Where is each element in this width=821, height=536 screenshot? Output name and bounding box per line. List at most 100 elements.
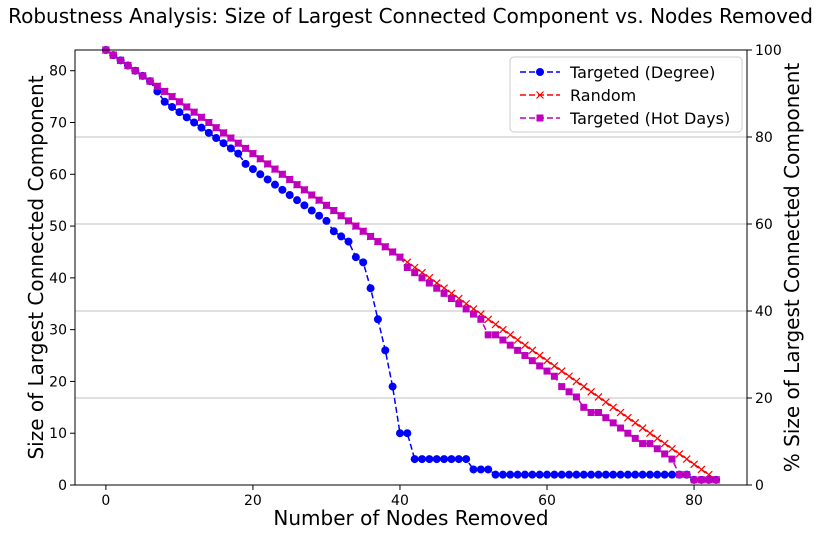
data-point <box>469 465 478 474</box>
data-point <box>315 211 324 220</box>
data-point <box>528 346 537 355</box>
legend-item: Random <box>520 86 636 105</box>
data-point <box>521 341 529 350</box>
data-point <box>307 206 316 215</box>
data-point <box>594 470 603 479</box>
data-point <box>124 62 132 70</box>
data-point <box>668 444 676 453</box>
data-point <box>609 419 617 427</box>
data-point <box>498 470 507 479</box>
data-point <box>565 372 573 381</box>
data-point <box>396 253 404 261</box>
data-point <box>580 403 588 411</box>
data-point <box>190 108 198 116</box>
data-point <box>345 217 353 225</box>
data-point <box>638 470 647 479</box>
data-point <box>374 238 382 246</box>
data-point <box>543 367 551 375</box>
data-point <box>263 175 272 184</box>
data-point <box>271 165 279 173</box>
x-tick-label: 20 <box>244 493 262 509</box>
data-point <box>278 170 286 178</box>
x-tick-label: 80 <box>685 493 703 509</box>
data-point <box>256 155 264 163</box>
data-point <box>286 175 294 183</box>
y-axis-label: Size of Largest Connected Component <box>24 75 48 459</box>
data-point <box>205 119 213 126</box>
data-point <box>190 118 199 127</box>
data-point <box>352 222 360 230</box>
data-point <box>117 56 125 64</box>
data-point <box>683 471 691 479</box>
y-tick-label: 80 <box>49 64 67 80</box>
y2-tick-label: 60 <box>755 217 773 233</box>
data-point <box>513 470 522 479</box>
data-point <box>550 361 559 370</box>
y2-axis-label: % Size of Largest Connected Component <box>780 63 804 473</box>
data-point <box>300 186 308 194</box>
data-point <box>337 212 345 220</box>
y-tick-label: 60 <box>49 167 67 183</box>
data-point <box>617 424 625 432</box>
data-point <box>300 201 309 210</box>
data-point <box>675 450 684 458</box>
legend-box <box>509 56 743 133</box>
data-point <box>454 455 463 464</box>
data-point <box>646 440 654 448</box>
data-point <box>557 367 566 375</box>
data-point <box>389 248 397 256</box>
data-point <box>330 207 338 215</box>
data-point <box>661 450 669 458</box>
data-point <box>491 320 500 329</box>
data-point <box>219 139 228 148</box>
data-point <box>682 455 691 464</box>
data-point <box>543 356 551 365</box>
data-point <box>690 460 698 469</box>
data-point <box>506 341 514 349</box>
data-point <box>609 470 618 479</box>
data-point <box>278 185 287 194</box>
data-point <box>242 144 250 152</box>
data-point <box>234 139 242 147</box>
data-point <box>418 455 427 464</box>
plot-frame <box>74 49 748 486</box>
data-point <box>234 149 243 158</box>
data-point <box>425 455 434 464</box>
legend-label: Random <box>570 86 636 105</box>
chart-title: Robustness Analysis: Size of Largest Con… <box>8 4 813 28</box>
legend: Targeted (Degree) Random Targeted (Hot Day… <box>509 56 743 133</box>
data-point <box>535 470 544 479</box>
legend-item: Targeted (Degree) <box>520 63 715 82</box>
y-tick-label: 10 <box>49 426 67 442</box>
data-point <box>168 93 176 101</box>
data-point <box>220 129 228 137</box>
data-point <box>535 351 544 360</box>
data-point <box>631 434 639 442</box>
data-point <box>367 232 375 240</box>
data-point <box>557 470 566 479</box>
data-point <box>175 108 184 117</box>
data-point <box>462 455 471 464</box>
data-point <box>705 476 713 484</box>
data-point <box>623 413 632 422</box>
data-point <box>550 470 559 479</box>
data-point <box>285 191 294 199</box>
data-point <box>499 336 507 344</box>
data-point <box>484 465 493 474</box>
data-point <box>587 409 595 416</box>
y-tick-label: 50 <box>49 219 67 235</box>
legend-label: Targeted (Hot Days) <box>569 109 730 128</box>
data-point <box>646 429 654 438</box>
data-point <box>462 305 470 313</box>
data-point <box>572 393 580 401</box>
data-point <box>168 102 177 111</box>
data-point <box>506 470 515 479</box>
data-point <box>521 352 529 360</box>
data-point <box>587 470 596 479</box>
data-point <box>315 196 323 204</box>
data-point <box>491 470 500 479</box>
data-point <box>139 72 147 80</box>
data-point <box>175 98 183 106</box>
axes: 0 20 40 60 80 0 10 20 30 40 50 60 70 80 0 20 40 60 80 100 Nu… <box>24 43 804 530</box>
y2-tick-label: 0 <box>755 478 764 494</box>
